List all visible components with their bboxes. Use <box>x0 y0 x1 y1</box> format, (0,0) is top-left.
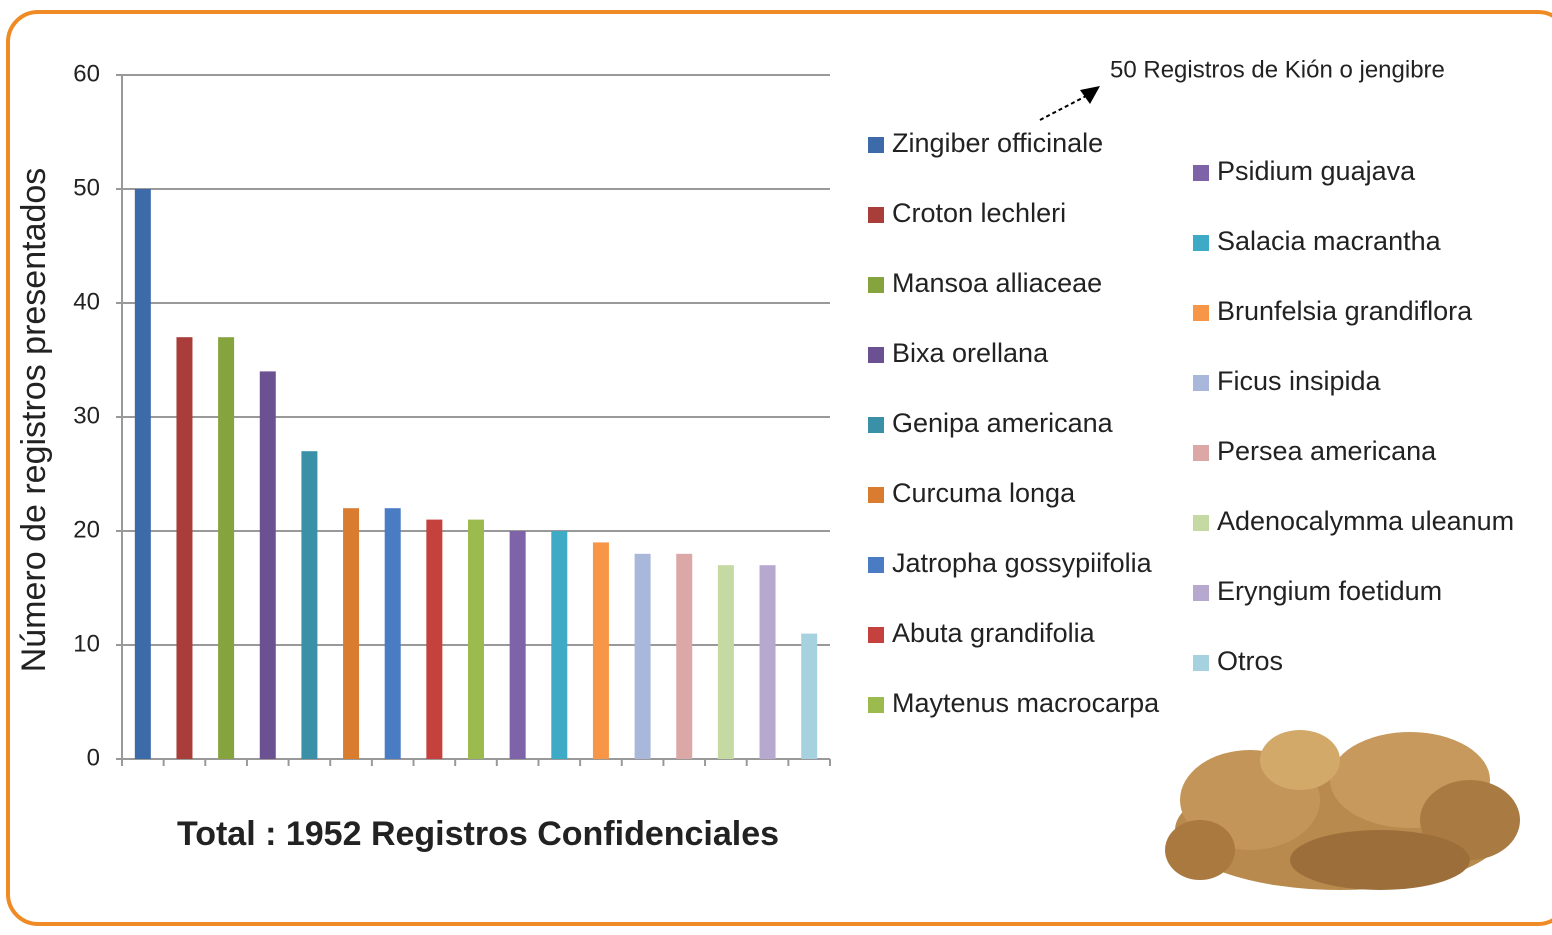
bar <box>717 565 734 759</box>
legend-label: Bixa orellana <box>892 338 1049 368</box>
y-tick-label: 0 <box>87 744 100 771</box>
legend-swatch <box>1193 165 1209 181</box>
legend-swatch <box>1193 515 1209 531</box>
legend-swatch <box>1193 235 1209 251</box>
bar <box>468 519 484 759</box>
bar <box>551 531 568 759</box>
legend-label: Mansoa alliaceae <box>892 268 1102 298</box>
legend-swatch <box>1193 375 1209 391</box>
legend-label: Croton lechleri <box>892 198 1066 228</box>
legend-swatch <box>868 627 884 643</box>
bar <box>759 565 776 759</box>
legend-swatch <box>1193 445 1209 461</box>
arrow-head <box>1080 86 1100 104</box>
legend-label: Genipa americana <box>892 408 1114 438</box>
bar <box>218 337 235 759</box>
annotation-arrow <box>1039 94 1089 121</box>
legend-label: Eryngium foetidum <box>1217 576 1442 606</box>
x-axis-title: Total : 1952 Registros Confidenciales <box>177 815 779 853</box>
bar <box>384 508 401 759</box>
legend-label: Salacia macrantha <box>1217 226 1442 256</box>
legend-swatch <box>868 697 884 713</box>
y-tick-label: 30 <box>73 402 100 429</box>
legend-label: Abuta grandifolia <box>892 618 1096 648</box>
bar <box>634 553 651 759</box>
y-tick-label: 10 <box>73 630 100 657</box>
legend-swatch <box>1193 305 1209 321</box>
bar <box>592 542 609 759</box>
legend-swatch <box>868 347 884 363</box>
legend-swatch <box>868 277 884 293</box>
legend-label: Persea americana <box>1217 436 1437 466</box>
y-tick-label: 40 <box>73 288 100 315</box>
bar <box>259 371 276 759</box>
bar <box>134 189 151 759</box>
ginger-image <box>1165 730 1520 890</box>
legend-swatch <box>1193 585 1209 601</box>
legend-swatch <box>868 207 884 223</box>
legend-label: Ficus insipida <box>1217 366 1382 396</box>
legend-swatch <box>868 417 884 433</box>
bar <box>676 553 693 759</box>
bar <box>509 531 526 759</box>
legend-label: Zingiber officinale <box>892 128 1103 158</box>
bar <box>426 519 443 759</box>
annotation: 50 Registros de Kión o jengibre <box>1110 56 1445 83</box>
legend-swatch <box>868 137 884 153</box>
legend-swatch <box>1193 655 1209 671</box>
bar <box>301 451 318 759</box>
legend-label: Psidium guajava <box>1217 156 1416 186</box>
legend-swatch <box>868 557 884 573</box>
legend-label: Jatropha gossypiifolia <box>892 548 1153 578</box>
y-tick-label: 50 <box>73 174 100 201</box>
legend-label: Otros <box>1217 646 1283 676</box>
y-axis-title: Número de registros presentados <box>15 168 53 673</box>
bar <box>801 633 818 759</box>
y-tick-label: 20 <box>73 516 100 543</box>
legend-label: Brunfelsia grandiflora <box>1217 296 1473 326</box>
legend-label: Adenocalymma uleanum <box>1217 506 1514 536</box>
frame <box>6 10 1552 926</box>
y-tick-label: 60 <box>73 60 100 87</box>
legend-label: Curcuma longa <box>892 478 1076 508</box>
bar <box>176 337 193 759</box>
legend-swatch <box>868 487 884 503</box>
bar <box>343 508 360 759</box>
legend-label: Maytenus macrocarpa <box>892 688 1160 718</box>
